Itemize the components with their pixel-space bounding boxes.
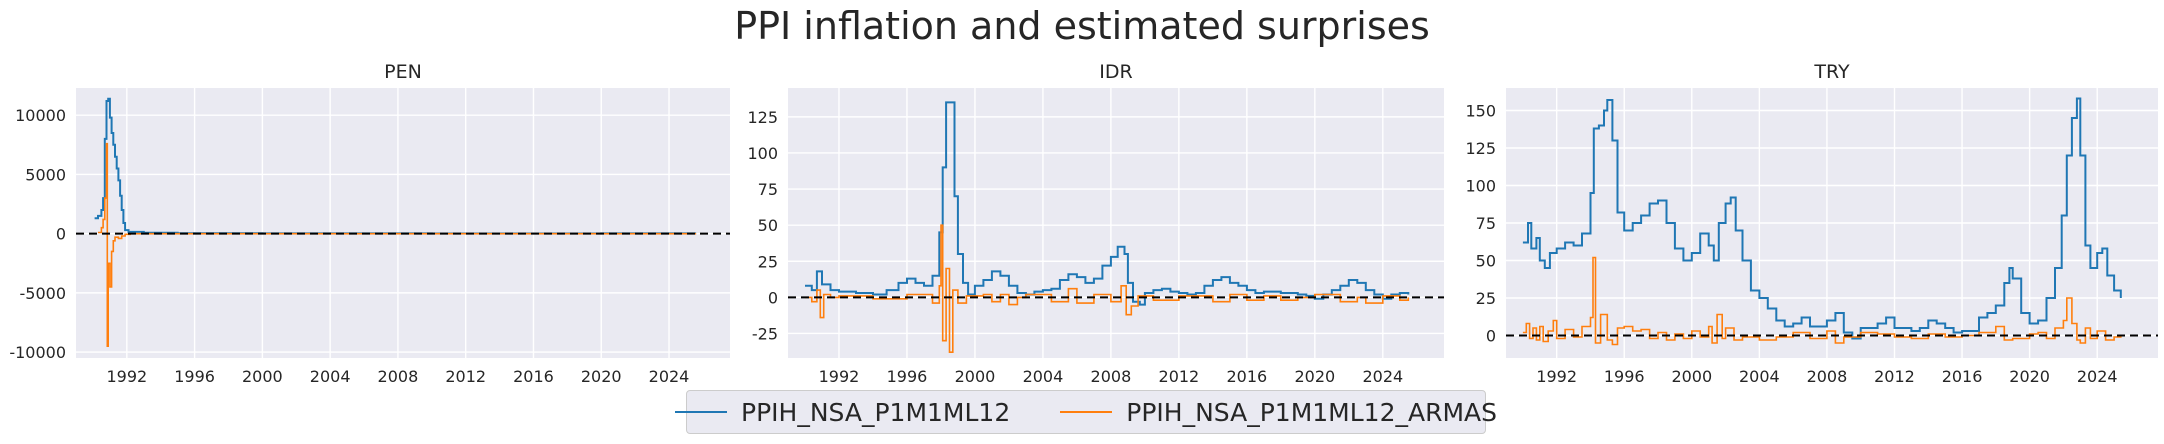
legend-swatch-armas	[1060, 411, 1113, 413]
y-tick-label: 50	[758, 216, 778, 235]
x-tick-label: 2012	[445, 367, 486, 386]
x-tick-label: 2004	[310, 367, 351, 386]
axes-background	[788, 88, 1444, 358]
y-tick-label: 100	[747, 144, 778, 163]
y-tick-label: 125	[747, 108, 778, 127]
panel-title: TRY	[1813, 61, 1850, 83]
plot-area	[76, 97, 730, 347]
x-tick-label: 2008	[1807, 367, 1848, 386]
y-tick-label: 25	[758, 252, 778, 271]
x-tick-label: 2020	[2009, 367, 2050, 386]
x-tick-label: 2000	[242, 367, 283, 386]
panel-idr: 1992 1996 2000 2004 2008 2012 2016 2020 2024 -25 0…	[747, 61, 1444, 386]
x-tick-label: 1996	[887, 367, 928, 386]
y-tick-label: 50	[1476, 252, 1496, 271]
panel-title: IDR	[1099, 61, 1132, 83]
series-armas-line	[805, 224, 1410, 353]
panel-title: PEN	[384, 61, 422, 83]
y-tick-label: 5000	[25, 165, 66, 184]
y-tick-label: 75	[758, 180, 778, 199]
y-tick-label: 25	[1476, 289, 1496, 308]
x-tick-label: 2016	[1227, 367, 1268, 386]
x-tick-label: 1992	[819, 367, 860, 386]
legend-item: PPIH_NSA_P1M1ML12_ARMAS	[1060, 398, 1497, 427]
y-tick-label: -25	[752, 324, 778, 343]
y-tick-label: 100	[1465, 177, 1496, 196]
x-tick-label: 2008	[1091, 367, 1132, 386]
series-ppi-line	[805, 101, 1410, 306]
x-tick-label: 2016	[513, 367, 554, 386]
axes-background	[76, 88, 730, 358]
series-ppi-line	[1522, 97, 2122, 340]
legend-item: PPIH_NSA_P1M1ML12	[675, 398, 1010, 427]
series-armas-line	[1522, 256, 2122, 346]
y-tick-label: 75	[1476, 214, 1496, 233]
plot-area	[788, 101, 1444, 353]
x-tick-label: 2004	[1739, 367, 1780, 386]
legend-swatch-ppi	[675, 411, 728, 413]
x-tick-label: 2020	[581, 367, 622, 386]
y-tick-label: 10000	[15, 106, 66, 125]
x-tick-label: 1996	[174, 367, 215, 386]
legend-label: PPIH_NSA_P1M1ML12_ARMAS	[1126, 397, 1497, 427]
x-tick-label: 2004	[1023, 367, 1064, 386]
figure-title: PPI inflation and estimated surprises	[734, 4, 1430, 48]
panel-pen: 1992 1996 2000 2004 2008 2012 2016 2020 2024 -100…	[9, 61, 730, 386]
y-tick-label: 0	[1486, 327, 1496, 346]
x-tick-label: 2008	[378, 367, 419, 386]
series-armas-line	[98, 142, 697, 347]
x-tick-label: 2000	[955, 367, 996, 386]
y-tick-label: -10000	[9, 343, 66, 362]
legend: PPIH_NSA_P1M1ML12 PPIH_NSA_P1M1ML12_ARMA…	[675, 390, 1497, 434]
x-tick-label: 2012	[1159, 367, 1200, 386]
x-tick-label: 2000	[1671, 367, 1712, 386]
x-tick-label: 2024	[2077, 367, 2118, 386]
x-tick-label: 2016	[1942, 367, 1983, 386]
legend-label: PPIH_NSA_P1M1ML12	[741, 397, 1011, 427]
x-tick-label: 1996	[1604, 367, 1645, 386]
x-tick-label: 1992	[1536, 367, 1577, 386]
plot-area	[1506, 97, 2158, 346]
x-tick-label: 2024	[1362, 367, 1403, 386]
y-tick-label: 0	[56, 225, 66, 244]
y-tick-label: 150	[1465, 102, 1496, 121]
y-tick-label: -5000	[20, 284, 67, 303]
x-tick-label: 2020	[1294, 367, 1335, 386]
y-tick-label: 125	[1465, 139, 1496, 158]
x-tick-label: 1992	[106, 367, 147, 386]
y-tick-label: 0	[768, 288, 778, 307]
x-tick-label: 2012	[1874, 367, 1915, 386]
x-tick-label: 2024	[649, 367, 690, 386]
panel-try: 1992 1996 2000 2004 2008 2012 2016 2020 2024 0 25 5…	[1465, 61, 2158, 386]
